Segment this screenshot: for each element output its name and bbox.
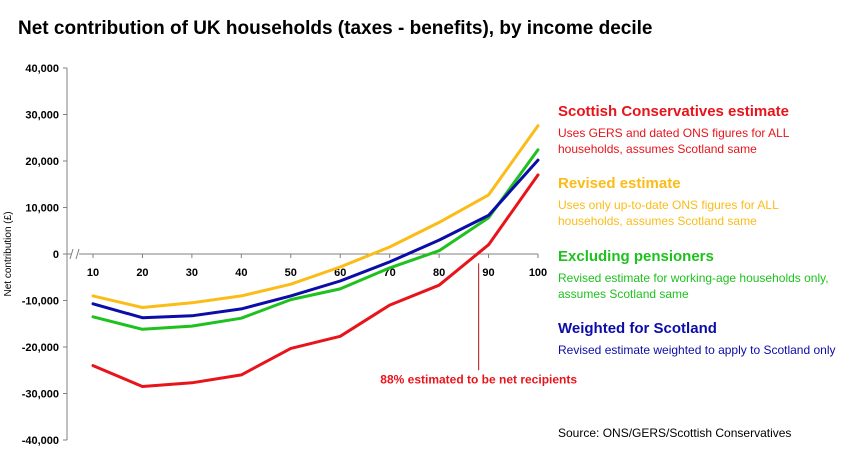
axis-break-gap — [71, 247, 79, 261]
x-tick-label: 20 — [136, 267, 148, 279]
axis-break-mark — [69, 248, 74, 260]
x-tick-label: 80 — [433, 267, 445, 279]
legend-item: Excluding pensioners Revised estimate for… — [558, 248, 843, 302]
legend-item-name: Weighted for Scotland — [558, 320, 717, 337]
series-line-1 — [91, 173, 540, 388]
y-tick-label: -40,000 — [22, 435, 59, 447]
y-tick-label: 20,000 — [25, 156, 59, 168]
x-tick-label: 100 — [529, 267, 547, 279]
legend-item-description: Uses only up-to-date ONS figures for ALL… — [558, 198, 779, 228]
y-axis-label: Net contribution (£) — [3, 211, 14, 296]
x-axis: 10 20 30 40 50 60 70 80 90 100 — [67, 247, 547, 279]
annotation: 88% estimated to be net recipients — [380, 263, 577, 387]
legend-item: Revised estimate Uses only up-to-date ONS… — [558, 175, 843, 229]
annotation-text: 88% estimated to be net recipients — [380, 373, 577, 387]
x-tick-label: 30 — [186, 267, 198, 279]
legend-item-description: Uses GERS and dated ONS figures for ALL … — [558, 126, 790, 156]
x-tick-label: 90 — [482, 267, 494, 279]
y-tick-label: -20,000 — [22, 342, 59, 354]
y-tick-label: 40,000 — [25, 63, 59, 75]
legend-item: Weighted for Scotland Revised estimate we… — [558, 320, 843, 358]
x-tick-label: 50 — [285, 267, 297, 279]
legend-item-name: Revised estimate — [558, 175, 681, 192]
series-line-4 — [91, 158, 540, 320]
x-tick-label: 60 — [334, 267, 346, 279]
x-tick-label: 10 — [87, 267, 99, 279]
series-line-3 — [91, 148, 540, 331]
legend-item: Scottish Conservatives estimate Uses GERS… — [558, 103, 843, 157]
chart-title: Net contribution of UK households (taxes… — [18, 18, 652, 39]
series-line-2 — [91, 124, 540, 309]
legend-item-name: Scottish Conservatives estimate — [558, 103, 789, 120]
y-tick-label: 10,000 — [25, 203, 59, 215]
y-axis: 40,000 30,000 20,000 10,000 0 -10,000 -20,000 -… — [22, 63, 68, 447]
axis-break-mark — [75, 248, 80, 260]
source-note: Source: ONS/GERS/Scottish Conservatives — [558, 426, 792, 440]
y-tick-label: -30,000 — [22, 389, 59, 401]
legend-item-name: Excluding pensioners — [558, 248, 714, 265]
series-lines — [91, 124, 540, 388]
y-tick-label: 0 — [53, 249, 59, 261]
x-tick-label: 40 — [235, 267, 247, 279]
y-tick-label: -10,000 — [22, 296, 59, 308]
legend-item-description: Revised estimate for working-age househo… — [558, 271, 829, 301]
y-tick-label: 30,000 — [25, 110, 59, 122]
legend-item-description: Revised estimate weighted to apply to Sc… — [558, 343, 836, 357]
